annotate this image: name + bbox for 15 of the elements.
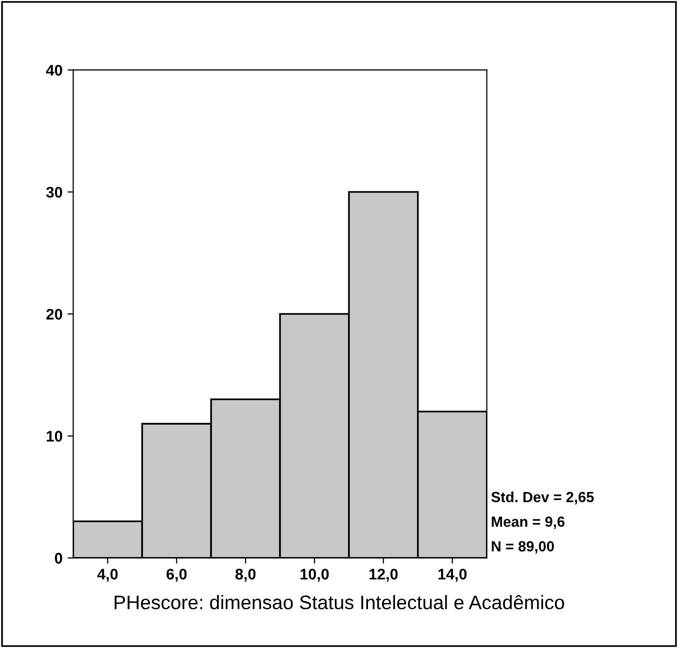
x-tick-label: 6,0 xyxy=(166,568,187,582)
text: Mean = 9,6 xyxy=(492,516,565,529)
text: N = 89,00 xyxy=(492,541,554,554)
text: Std. Dev = 2,65 xyxy=(491,492,594,504)
y-tick-label: 10 xyxy=(46,430,62,442)
x-tick-label: 8,0 xyxy=(235,568,256,582)
y-tick-label: 20 xyxy=(46,308,62,320)
x-tick-label: 12,0 xyxy=(370,568,398,582)
y-tick-label: 30 xyxy=(46,186,62,198)
y-tick-label: 40 xyxy=(46,64,62,76)
y-tick-label: 0 xyxy=(54,552,62,564)
x-tick-label: 4,0 xyxy=(97,568,118,582)
x-tick-label: 10,0 xyxy=(300,568,329,582)
x-tick-label: 14,0 xyxy=(438,568,467,582)
x-axis-title: PHescore: dimensao Status Intelectual e Acadêmico xyxy=(114,594,564,610)
